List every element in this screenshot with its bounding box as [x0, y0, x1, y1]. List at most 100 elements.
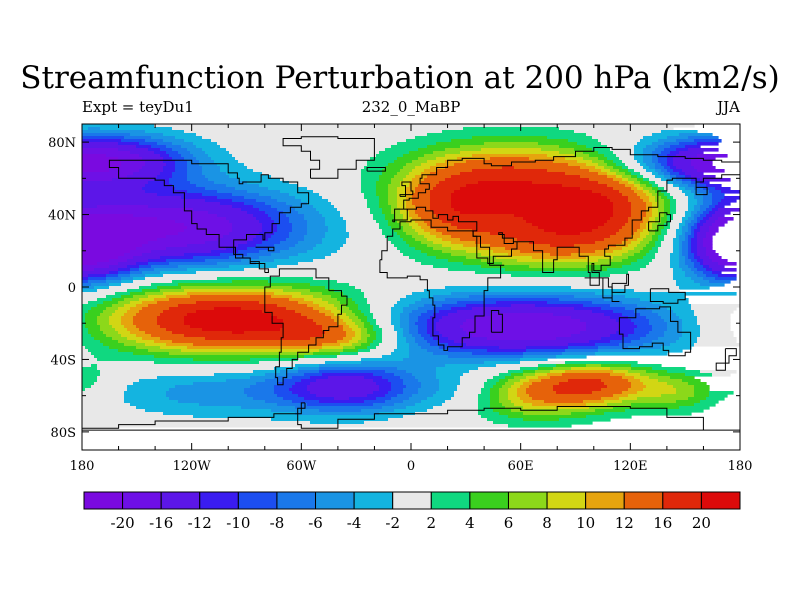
field-cell [343, 325, 350, 329]
field-cell [634, 154, 644, 158]
field-cell [604, 313, 623, 317]
field-cell [88, 274, 107, 278]
field-cell [466, 250, 494, 254]
field-cell [325, 223, 347, 227]
field-cell [475, 316, 572, 320]
field-cell [706, 268, 713, 272]
field-cell [178, 232, 230, 236]
field-cell [709, 280, 731, 284]
field-cell [85, 319, 98, 323]
field-cell [106, 280, 122, 284]
field-cell [433, 151, 461, 155]
field-cell [202, 193, 233, 197]
field-cell [127, 259, 149, 263]
field-cell [184, 319, 284, 323]
field-cell [427, 328, 437, 332]
x-tick-label: 0 [407, 459, 415, 474]
field-cell [82, 346, 86, 350]
field-cell [640, 232, 650, 236]
field-cell [502, 262, 611, 266]
field-cell [397, 172, 410, 176]
field-cell [478, 397, 491, 401]
field-cell [259, 301, 299, 305]
field-cell [82, 358, 98, 362]
field-cell [700, 214, 707, 218]
field-cell [652, 340, 677, 344]
colorbar-label: -12 [188, 514, 212, 532]
field-cell [649, 232, 656, 236]
field-cell [676, 388, 695, 392]
field-cell [142, 187, 176, 191]
field-cell [184, 289, 284, 293]
field-cell [247, 211, 266, 215]
field-cell [649, 262, 671, 266]
colorbar-box [700, 491, 741, 510]
field-cell [367, 316, 374, 320]
field-cell [652, 202, 659, 206]
field-cell [448, 343, 467, 347]
field-cell [118, 268, 131, 272]
field-cell [415, 175, 428, 179]
field-cell [301, 379, 317, 383]
field-cell [319, 370, 386, 374]
field-cell [112, 325, 125, 329]
field-cell [691, 238, 698, 242]
field-cell [376, 331, 383, 335]
field-cell [499, 388, 509, 392]
x-tick-label: 180 [70, 459, 95, 474]
field-cell [379, 226, 392, 230]
field-cell [682, 325, 701, 329]
field-cell [322, 196, 365, 200]
field-cell [553, 313, 605, 317]
field-cell [493, 409, 512, 413]
field-cell [631, 187, 638, 191]
field-cell [682, 217, 689, 221]
field-cell [97, 376, 158, 380]
field-cell [160, 148, 173, 152]
field-cell [451, 223, 533, 227]
field-cell [415, 136, 473, 140]
field-cell [256, 262, 299, 266]
field-cell [610, 235, 632, 239]
field-cell [175, 136, 203, 140]
field-cell [205, 151, 230, 155]
field-cell [619, 181, 629, 185]
field-cell [322, 238, 347, 242]
field-cell [673, 196, 689, 200]
field-cell [259, 193, 290, 197]
field-cell [130, 274, 146, 278]
field-cell [685, 373, 713, 377]
field-cell [682, 334, 701, 338]
field-cell [664, 142, 680, 146]
field-cell [265, 400, 293, 404]
field-cell [118, 166, 143, 170]
field-cell [397, 157, 419, 161]
field-cell [148, 304, 179, 308]
field-cell [619, 343, 644, 347]
field-cell [436, 157, 458, 161]
field-cell [304, 373, 323, 377]
field-cell [217, 214, 254, 218]
field-cell [358, 349, 371, 353]
field-cell [280, 178, 362, 182]
field-cell [154, 355, 305, 359]
field-cell [352, 298, 368, 302]
field-cell [412, 217, 422, 221]
field-cell [151, 250, 212, 254]
field-cell [271, 409, 320, 413]
field-cell [286, 202, 308, 206]
field-cell [658, 208, 665, 212]
field-cell [94, 382, 134, 386]
field-cell [316, 379, 374, 383]
field-cell [370, 307, 392, 311]
field-cell [145, 274, 164, 278]
field-cell [697, 202, 704, 206]
field-cell [454, 394, 479, 398]
field-cell [193, 382, 257, 386]
field-cell [403, 310, 413, 314]
field-cell [187, 244, 239, 248]
field-cell [607, 385, 632, 389]
field-cell [553, 388, 602, 392]
field-cell [403, 154, 425, 158]
field-cell [523, 370, 536, 374]
